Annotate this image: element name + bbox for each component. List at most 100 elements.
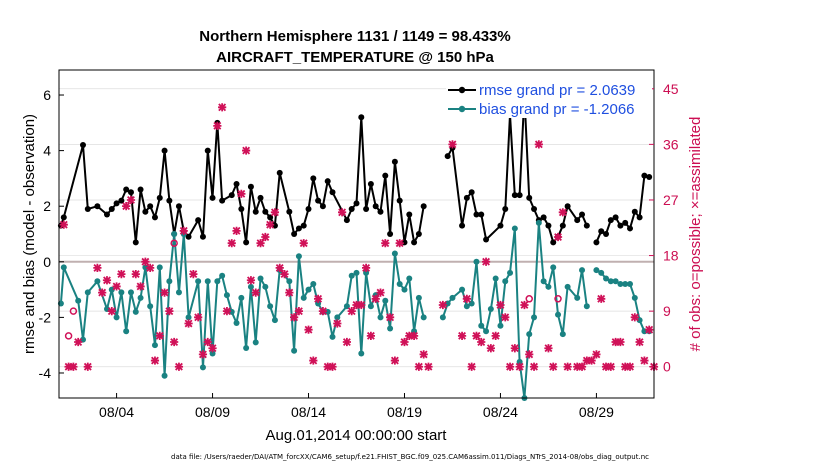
assimilated-count-marker-22 <box>174 362 184 371</box>
series-3-point-18 <box>161 372 168 379</box>
assimilated-count-marker-1 <box>64 362 73 371</box>
series-0-point-63 <box>406 211 413 218</box>
series-4-point-2 <box>449 294 456 301</box>
series-0-point-36 <box>262 208 269 215</box>
series-3-point-13 <box>137 294 144 301</box>
legend-rmse-label: rmse grand pr = 2.0639 <box>479 82 635 99</box>
series-0-point-42 <box>295 225 302 232</box>
series-0-point-49 <box>329 189 336 196</box>
assimilated-count-marker-35 <box>237 189 246 198</box>
series-1-point-19 <box>550 239 557 246</box>
series-0-point-5 <box>103 211 110 218</box>
series-4-point-17 <box>526 331 533 338</box>
series-3-point-39 <box>267 303 274 310</box>
assimilated-count-marker-15 <box>141 257 150 266</box>
series-1-point-2 <box>459 222 466 229</box>
assimilated-count-marker-31 <box>218 103 227 112</box>
series-0-point-47 <box>319 203 326 210</box>
series-3-point-43 <box>291 347 298 354</box>
series-2-point-10 <box>641 172 648 179</box>
y-tick-label-2: 0 <box>43 254 51 270</box>
assimilated-count-marker-86 <box>501 313 510 322</box>
assimilated-count-marker-75 <box>438 300 447 310</box>
series-4-point-10 <box>492 275 499 282</box>
series-3-point-66 <box>406 275 413 282</box>
assimilated-count-marker-79 <box>467 362 476 371</box>
series-3-point-33 <box>238 294 245 301</box>
series-3-point-4 <box>84 289 91 296</box>
series-0-point-56 <box>372 203 379 210</box>
series-0-point-1 <box>60 214 67 221</box>
series-0-point-7 <box>113 200 120 207</box>
series-3-point-2 <box>75 297 82 304</box>
assimilated-count-marker-82 <box>481 257 491 266</box>
series-2-point-1 <box>598 228 605 235</box>
series-0-point-22 <box>185 233 192 240</box>
series-3-point-1 <box>60 264 67 271</box>
assimilated-count-marker-34 <box>232 226 241 235</box>
series-0-point-4 <box>94 203 101 210</box>
series-3-point-35 <box>247 283 254 290</box>
assimilated-count-marker-72 <box>414 362 423 371</box>
series-3-point-58 <box>367 303 374 310</box>
y-tick-label-4: 4 <box>43 143 51 159</box>
series-1-point-22 <box>564 203 571 210</box>
assimilated-count-marker-71 <box>409 331 419 340</box>
series-0-point-59 <box>387 231 394 237</box>
series-5-point-6 <box>622 281 629 288</box>
y2-tick-label-2: 18 <box>663 248 679 264</box>
series-4-point-24 <box>559 331 566 338</box>
series-4-point-28 <box>583 303 590 310</box>
series-0-point-26 <box>209 194 216 201</box>
assimilated-count-marker-73 <box>419 350 428 359</box>
series-0-point-9 <box>123 186 130 193</box>
series-4-point-22 <box>550 264 557 271</box>
series-0-point-54 <box>363 205 370 212</box>
assimilated-count-marker-80 <box>472 331 481 340</box>
assimilated-count-marker-46 <box>290 313 299 322</box>
series-0-point-61 <box>396 197 403 204</box>
obs-count-markers <box>59 103 659 371</box>
assimilated-count-marker-23 <box>179 226 188 235</box>
series-0-point-16 <box>156 194 163 201</box>
assimilated-count-marker-101 <box>582 356 591 365</box>
series-3-point-44 <box>295 253 302 260</box>
series-0-point-64 <box>411 239 418 246</box>
chart-title: Northern Hemisphere 1131 / 1149 = 98.433… <box>199 28 510 45</box>
series-0-point-29 <box>228 192 235 199</box>
series-0-point-53 <box>358 114 365 121</box>
assimilated-count-marker-25 <box>189 269 198 279</box>
assimilated-count-marker-105 <box>601 362 611 371</box>
assimilated-count-marker-102 <box>587 356 596 365</box>
series-3-point-10 <box>123 328 130 335</box>
assimilated-count-marker-112 <box>635 337 644 347</box>
series-3-point-38 <box>262 283 269 290</box>
series-4-point-3 <box>459 286 466 293</box>
assimilated-count-marker-83 <box>486 344 495 353</box>
x-tick-label-0: 08/04 <box>99 404 134 420</box>
series-1-point-11 <box>511 192 518 199</box>
legend-rmse-marker <box>458 86 466 94</box>
assimilated-count-marker-30 <box>213 121 222 130</box>
series-3-point-21 <box>175 289 182 296</box>
possible-count-marker-3 <box>525 295 533 303</box>
series-3-point-64 <box>396 281 403 288</box>
assimilated-count-marker-77 <box>457 331 467 340</box>
series-2-point-7 <box>627 225 634 232</box>
series-4-point-4 <box>463 303 470 310</box>
assimilated-count-marker-110 <box>625 362 635 371</box>
series-2-point-2 <box>603 231 610 237</box>
x-tick-label-4: 08/24 <box>483 404 518 420</box>
series-0-point-35 <box>257 194 264 201</box>
series-0-point-46 <box>315 197 322 204</box>
assimilated-count-marker-69 <box>400 337 409 347</box>
assimilated-count-marker-66 <box>385 313 395 322</box>
series-1-point-3 <box>463 194 470 201</box>
assimilated-count-marker-3 <box>74 337 83 347</box>
x-tick-label-2: 08/14 <box>291 404 326 420</box>
series-0-point-6 <box>108 205 115 212</box>
series-0-point-30 <box>233 180 240 187</box>
series-0-point-50 <box>343 217 350 224</box>
series-0-point-44 <box>305 205 312 212</box>
series-5-point-5 <box>617 281 624 288</box>
